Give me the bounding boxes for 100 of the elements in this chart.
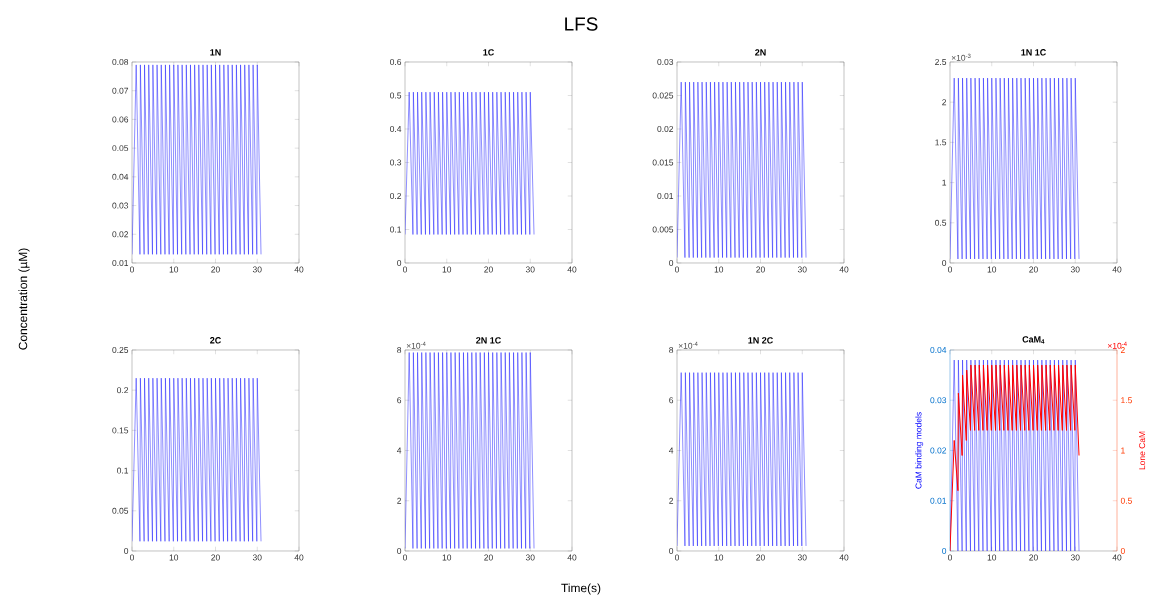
y-tick-label: 0.03 xyxy=(112,202,129,209)
text: Time(s) xyxy=(561,583,601,595)
y-tick-label: 0.08 xyxy=(112,59,129,65)
y2-tick-label: 1 xyxy=(1121,447,1125,454)
chart-title: 1C xyxy=(483,49,494,56)
y-tick-label: 0.04 xyxy=(112,173,129,180)
y2-tick-label: 1.5 xyxy=(1121,397,1132,404)
y-tick-label: 6 xyxy=(397,397,402,404)
y-tick-label: 0.5 xyxy=(390,92,402,99)
x-tick-label: 20 xyxy=(1029,266,1038,273)
y-tick-label: 1.5 xyxy=(935,139,947,146)
y-tick-label: 0 xyxy=(669,547,674,554)
chart-title: 2N xyxy=(755,49,766,56)
y-tick-label: 0 xyxy=(669,259,674,266)
x-tick-label: 20 xyxy=(756,266,765,273)
x-tick-label: 30 xyxy=(525,266,535,273)
x-tick-label: 0 xyxy=(674,554,680,561)
x-tick-label: 10 xyxy=(987,554,997,561)
y-tick-label: 2 xyxy=(397,497,402,504)
x-tick-label: 40 xyxy=(567,554,577,561)
y-tick-label: 0.05 xyxy=(112,145,129,152)
y-tick-label: 0 xyxy=(397,259,402,266)
x-tick-label: 20 xyxy=(1029,554,1038,561)
y2-tick-label: 0.5 xyxy=(1120,497,1132,504)
text: Concentration (µM) xyxy=(18,248,30,350)
y-tick-label: 2 xyxy=(669,497,674,504)
x-tick-label: 0 xyxy=(402,266,408,273)
x-tick-label: 40 xyxy=(567,266,577,273)
x-tick-label: 40 xyxy=(839,266,849,273)
x-tick-label: 30 xyxy=(797,266,807,273)
x-tick-label: 10 xyxy=(442,554,452,561)
y-tick-label: 0.01 xyxy=(112,259,129,266)
x-tick-label: 10 xyxy=(714,554,724,561)
text: ×10$^{-4}$ xyxy=(406,341,426,349)
y-tick-label: 0.01 xyxy=(657,192,674,199)
chart-title: CaM$_{4}$ xyxy=(1022,336,1045,344)
y-axis-title: CaM binding models xyxy=(915,412,924,489)
y-tick-label: 2.5 xyxy=(935,58,947,65)
y-tick-label: 8 xyxy=(669,347,674,353)
y-tick-label: 0.03 xyxy=(930,397,947,404)
y-tick-label: 0.15 xyxy=(112,427,129,434)
x-tick-label: 30 xyxy=(797,554,807,561)
chart-title: 2N 1C xyxy=(476,337,501,344)
x-tick-label: 20 xyxy=(211,266,220,273)
y-tick-label: 0.02 xyxy=(657,125,674,132)
x-tick-label: 40 xyxy=(1112,266,1122,273)
y-tick-label: 0.25 xyxy=(112,346,129,353)
y-tick-label: 6 xyxy=(669,397,674,404)
x-tick-label: 30 xyxy=(252,554,262,561)
x-tick-label: 30 xyxy=(1070,266,1080,273)
y-tick-label: 0.02 xyxy=(930,447,947,454)
y2-axis-title: Lone CaM xyxy=(1139,431,1146,470)
x-tick-label: 30 xyxy=(1070,554,1080,561)
y-tick-label: 0.4 xyxy=(390,126,402,132)
x-tick-label: 30 xyxy=(525,554,535,561)
y-tick-label: 0.005 xyxy=(652,226,674,233)
text: ×10$^{-4}$ xyxy=(678,341,698,349)
x-tick-label: 0 xyxy=(129,266,135,273)
y-tick-label: 0 xyxy=(124,547,129,554)
chart-title: 1N 1C xyxy=(1021,49,1046,56)
y-tick-label: 4 xyxy=(396,447,402,454)
x-tick-label: 20 xyxy=(484,554,493,561)
x-tick-label: 0 xyxy=(947,266,953,273)
y-tick-label: 0 xyxy=(942,259,947,266)
y-tick-label: 8 xyxy=(397,347,402,353)
text: LFS xyxy=(565,17,598,31)
y-tick-label: 1 xyxy=(942,179,947,186)
y-tick-label: 4 xyxy=(668,447,674,454)
y-tick-label: 0.04 xyxy=(930,346,947,353)
x-tick-label: 10 xyxy=(987,266,997,273)
y-tick-label: 0.5 xyxy=(935,219,947,226)
x-tick-label: 20 xyxy=(211,554,220,561)
y-tick-label: 0.1 xyxy=(117,467,129,474)
y-tick-label: 0 xyxy=(397,547,402,554)
y-tick-label: 2 xyxy=(942,99,947,106)
y-tick-label: 0.05 xyxy=(112,507,129,514)
y-tick-label: 0 xyxy=(942,547,947,554)
y-tick-label: 0.07 xyxy=(112,87,129,94)
y2-tick-label: 2 xyxy=(1120,347,1125,353)
x-tick-label: 20 xyxy=(484,266,493,273)
x-tick-label: 40 xyxy=(294,266,304,273)
x-tick-label: 40 xyxy=(839,554,849,561)
x-tick-label: 10 xyxy=(169,266,179,273)
y-tick-label: 0.06 xyxy=(112,116,129,123)
y2-tick-label: 0 xyxy=(1120,547,1125,554)
x-tick-label: 0 xyxy=(402,554,408,561)
x-tick-label: 10 xyxy=(714,266,724,273)
chart-title: 2C xyxy=(210,337,221,344)
y-tick-label: 0.1 xyxy=(390,226,402,233)
y-tick-label: 0.03 xyxy=(657,59,674,65)
chart-title: 1N xyxy=(210,49,221,56)
y-tick-label: 0.025 xyxy=(652,92,674,99)
x-tick-label: 20 xyxy=(756,554,765,561)
x-tick-label: 40 xyxy=(1112,554,1122,561)
x-tick-label: 0 xyxy=(674,266,680,273)
y-tick-label: 0.01 xyxy=(930,497,947,504)
x-tick-label: 0 xyxy=(947,554,953,561)
x-tick-label: 40 xyxy=(294,554,304,561)
text: ×10$^{-3}$ xyxy=(951,53,971,61)
x-tick-label: 10 xyxy=(442,266,452,273)
